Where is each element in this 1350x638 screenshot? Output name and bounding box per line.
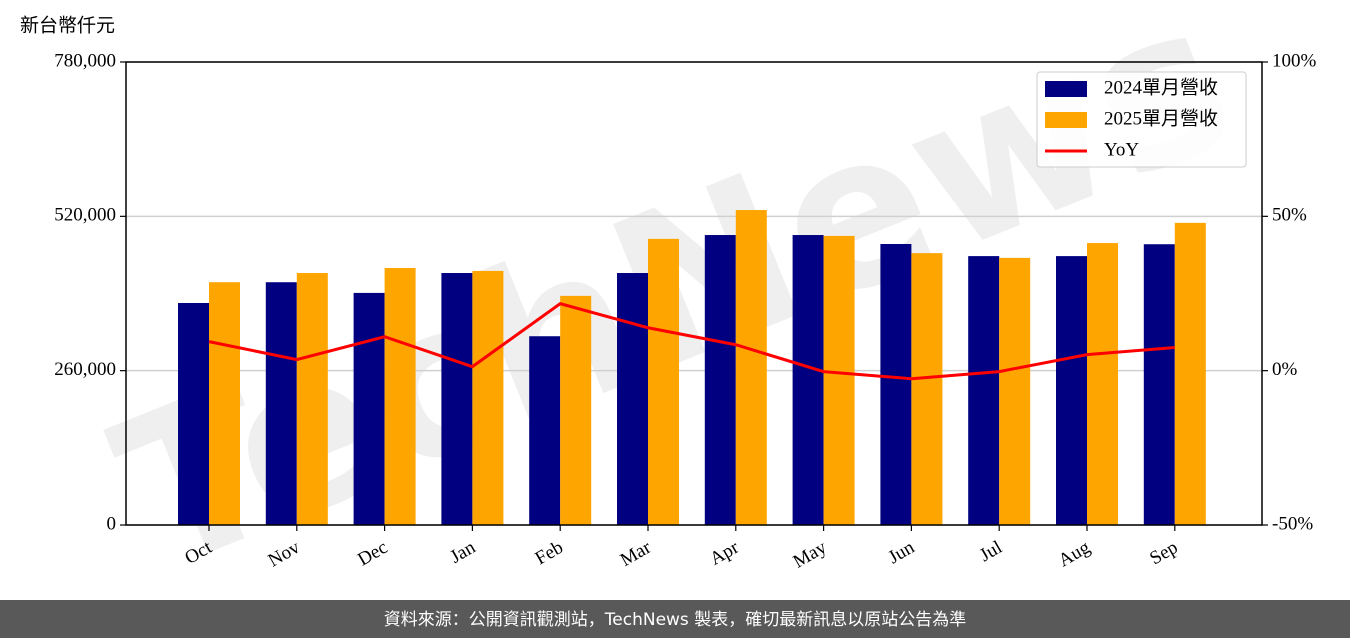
y-tick-label: 0 [107, 513, 117, 534]
bar [209, 282, 240, 525]
y2-tick-label: 0% [1272, 359, 1298, 380]
y-tick-label: 520,000 [54, 205, 116, 226]
bar [472, 270, 504, 525]
x-tick-label: Jul [976, 537, 1006, 566]
plot-frame [125, 61, 1263, 526]
bar [880, 243, 912, 525]
bar [178, 302, 209, 525]
bar [911, 253, 943, 525]
y2-tick-label: 50% [1272, 205, 1307, 226]
legend-label: YoY [1104, 139, 1139, 160]
bar [560, 295, 592, 525]
y2-tick-label: 100% [1272, 50, 1317, 71]
legend-swatch [1045, 81, 1087, 97]
bar [265, 282, 297, 525]
legend-box [1036, 71, 1247, 168]
bar [1087, 243, 1118, 526]
y-axis-label: 新台幣仟元 [20, 14, 115, 36]
y-tick-label: 260,000 [54, 359, 116, 380]
x-tick-label: Feb [532, 537, 567, 569]
bar [792, 235, 824, 525]
y-tick-label: 780,000 [54, 50, 116, 71]
bar [968, 256, 1000, 525]
x-tick-label: Sep [1146, 537, 1181, 569]
x-tick-label: Mar [617, 537, 655, 571]
footer-bar [0, 600, 1350, 638]
bar [1174, 222, 1206, 525]
x-tick-label: May [790, 537, 831, 573]
bar [296, 273, 328, 525]
bar [704, 235, 736, 525]
legend-swatch [1045, 112, 1087, 128]
line [208, 302, 1175, 381]
bar [617, 273, 648, 525]
bar [823, 235, 855, 525]
x-tick-label: Apr [706, 537, 743, 570]
x-tick-label: Aug [1055, 537, 1094, 572]
legend-label: 2025單月營收 [1104, 107, 1218, 129]
bar [1143, 244, 1175, 525]
bar [384, 267, 416, 525]
bar [648, 238, 679, 525]
bar [441, 273, 473, 525]
bar [529, 336, 561, 525]
bar [1056, 256, 1087, 525]
legend-label: 2024單月營收 [1104, 76, 1218, 98]
bar [999, 257, 1031, 525]
bar [353, 292, 385, 525]
bar [735, 210, 767, 526]
y2-tick-label: -50% [1272, 513, 1313, 534]
x-tick-label: Jan [447, 537, 480, 568]
x-tick-label: Jun [885, 537, 919, 569]
footer: 資料來源：公開資訊觀測站，TechNews 製表，確切最新訊息以原站公告為準 [384, 610, 966, 630]
